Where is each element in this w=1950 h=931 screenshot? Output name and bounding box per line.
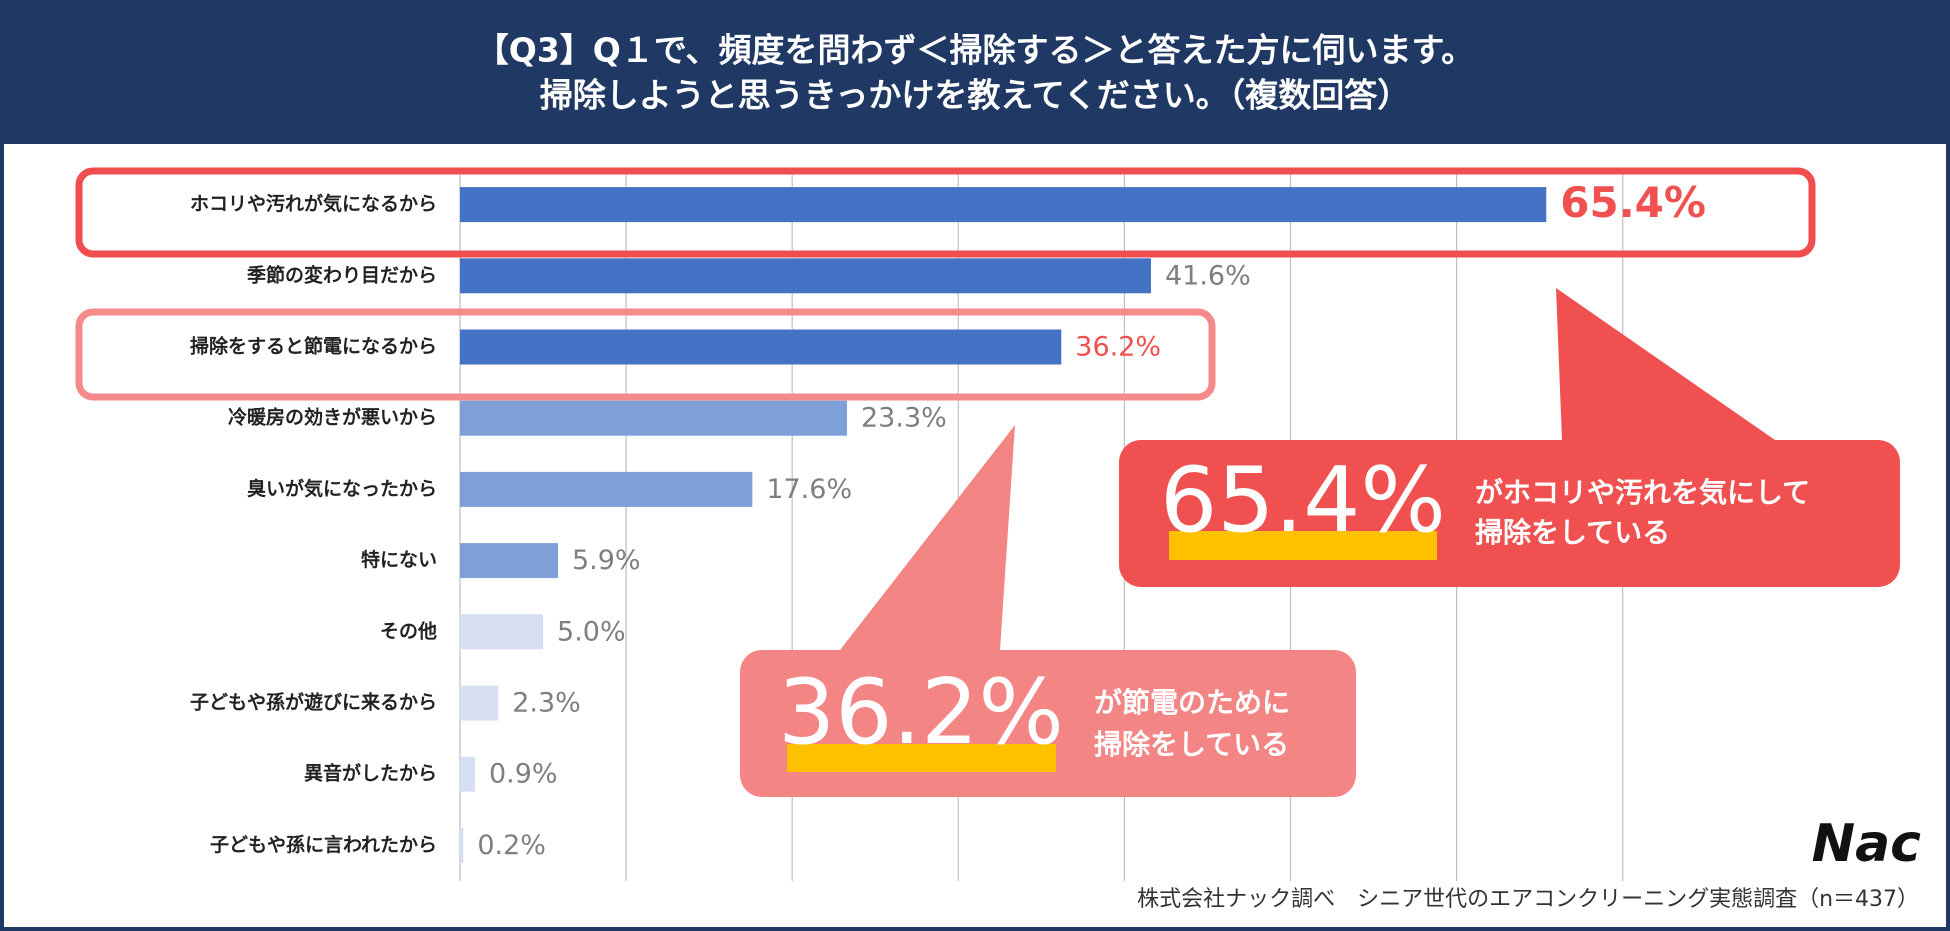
callout-value: 65.4% [1160,448,1446,553]
chart-title: 掃除しようと思うきっかけを教えてください。（複数回答） [540,76,1411,115]
y-tick-label: 異音がしたから [304,762,437,785]
y-tick-label: ホコリや汚れが気になるから [190,192,437,215]
bar [460,756,475,792]
callout-text: がホコリや汚れを気にして [1475,476,1810,509]
underline [787,744,1056,772]
value-label: 5.9% [572,545,641,576]
y-tick-label: 子どもや孫が遊びに来るから [190,691,437,714]
bar [460,827,464,863]
value-label: 17.6% [766,474,852,505]
value-label: 41.6% [1165,260,1251,291]
y-tick-label: 季節の変わり目だから [247,263,437,286]
value-label: 0.2% [477,830,546,861]
value-label: 36.2% [1075,332,1161,363]
callout-text: が節電のために [1094,686,1290,719]
value-label: 0.9% [489,759,558,790]
bar [460,187,1547,223]
chart-title: 【Q3】Q１で、頻度を問わず＜掃除する＞と答えた方に伺います。 [476,31,1474,70]
y-tick-label: 冷暖房の効きが悪いから [228,406,437,429]
bar [460,614,544,650]
bar [460,258,1151,294]
callout-text: 掃除をしている [1094,728,1289,761]
highlight-box [75,167,1816,258]
highlight-box [75,308,1216,401]
logo: Nac [1812,814,1922,874]
value-label: 65.4% [1560,178,1706,227]
callout-text: 掃除をしている [1475,516,1670,549]
value-label: 23.3% [861,403,947,434]
bar [460,685,499,721]
callout-value: 36.2% [778,660,1064,765]
bar [460,329,1062,365]
callout-tail [840,425,1015,650]
header [0,0,1950,144]
y-tick-label: 臭いが気になったから [247,477,437,500]
y-tick-label: 特にない [361,549,437,571]
source: 株式会社ナック調べ シニア世代のエアコンクリーニング実態調査（n＝437） [1137,887,1919,912]
bar [460,471,753,507]
y-tick-label: その他 [380,619,437,642]
value-label: 2.3% [512,688,581,719]
bar [460,543,558,579]
callout-tail [1556,288,1775,440]
y-tick-label: 掃除をすると節電になるから [190,335,437,358]
y-tick-label: 子どもや孫に言われたから [210,833,437,856]
bar [460,400,848,436]
underline [1169,531,1437,560]
value-label: 5.0% [557,616,626,647]
